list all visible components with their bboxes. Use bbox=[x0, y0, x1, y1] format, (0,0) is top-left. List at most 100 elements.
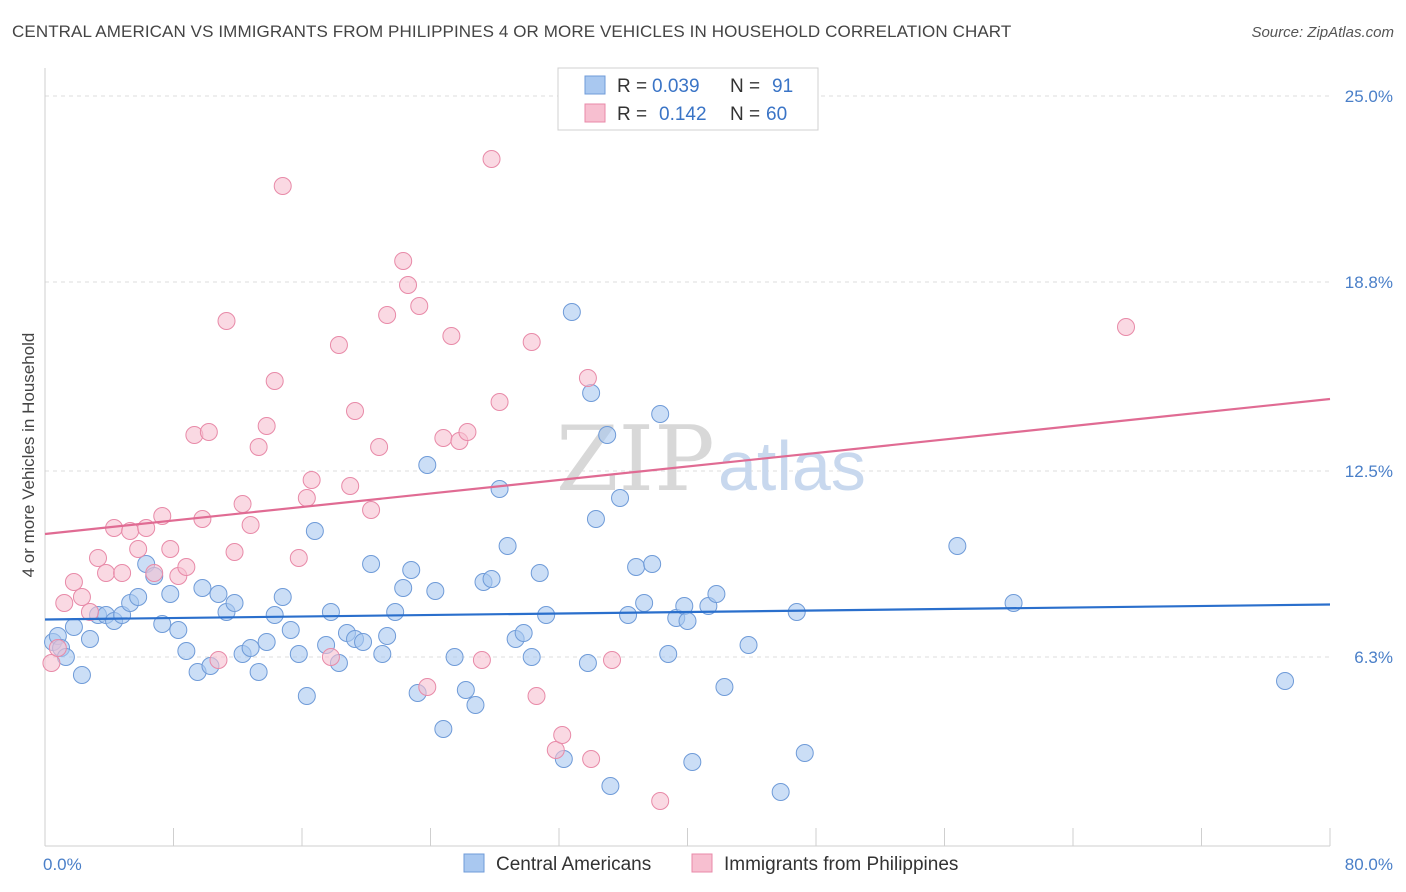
point-central-americans bbox=[386, 603, 405, 621]
point-central-americans bbox=[678, 612, 697, 630]
point-central-americans bbox=[257, 633, 276, 651]
y-axis-label: 4 or more Vehicles in Household bbox=[19, 333, 38, 578]
point-central-americans bbox=[209, 585, 228, 603]
bottom-legend-swatch-central-americans bbox=[463, 853, 485, 873]
point-immigrants-philippines bbox=[89, 549, 108, 567]
point-immigrants-philippines bbox=[482, 150, 501, 168]
point-central-americans bbox=[795, 744, 814, 762]
point-central-americans bbox=[129, 588, 148, 606]
point-immigrants-philippines bbox=[603, 651, 622, 669]
point-central-americans bbox=[177, 642, 196, 660]
watermark-atlas: atlas bbox=[718, 427, 866, 505]
point-immigrants-philippines bbox=[233, 495, 252, 513]
point-immigrants-philippines bbox=[522, 333, 541, 351]
legend-n-label: N = bbox=[730, 76, 760, 97]
point-central-americans bbox=[249, 663, 268, 681]
legend-swatch-immigrants-philippines bbox=[584, 103, 606, 123]
point-central-americans bbox=[354, 633, 373, 651]
point-central-americans bbox=[289, 645, 308, 663]
point-immigrants-philippines bbox=[341, 477, 360, 495]
point-immigrants-philippines bbox=[378, 306, 397, 324]
bottom-legend: Central Americans Immigrants from Philip… bbox=[463, 853, 958, 875]
point-immigrants-philippines bbox=[297, 489, 316, 507]
point-immigrants-philippines bbox=[289, 549, 308, 567]
legend: R = 0.039 N = 91 R = 0.142 N = 60 bbox=[557, 67, 819, 131]
point-immigrants-philippines bbox=[582, 750, 601, 768]
point-central-americans bbox=[426, 582, 445, 600]
legend-r-value: 0.039 bbox=[652, 76, 700, 97]
point-central-americans bbox=[321, 603, 340, 621]
legend-r-value: 0.142 bbox=[659, 104, 707, 125]
point-central-americans bbox=[418, 456, 437, 474]
point-central-americans bbox=[297, 687, 316, 705]
point-central-americans bbox=[482, 570, 501, 588]
point-central-americans bbox=[498, 537, 517, 555]
point-immigrants-philippines bbox=[199, 423, 218, 441]
point-central-americans bbox=[445, 648, 464, 666]
point-central-americans bbox=[72, 666, 91, 684]
point-immigrants-philippines bbox=[42, 654, 61, 672]
point-immigrants-philippines bbox=[249, 438, 268, 456]
point-central-americans bbox=[522, 648, 541, 666]
point-central-americans bbox=[153, 615, 172, 633]
point-central-americans bbox=[193, 579, 212, 597]
point-immigrants-philippines bbox=[410, 297, 429, 315]
bottom-legend-swatch-immigrants-philippines bbox=[691, 853, 713, 873]
point-immigrants-philippines bbox=[578, 369, 597, 387]
point-central-americans bbox=[466, 696, 485, 714]
point-immigrants-philippines bbox=[209, 651, 228, 669]
point-central-americans bbox=[530, 564, 549, 582]
point-immigrants-philippines bbox=[321, 648, 340, 666]
point-central-americans bbox=[434, 720, 453, 738]
point-immigrants-philippines bbox=[370, 438, 389, 456]
point-immigrants-philippines bbox=[48, 639, 67, 657]
point-central-americans bbox=[578, 654, 597, 672]
point-central-americans bbox=[635, 594, 654, 612]
point-central-americans bbox=[402, 561, 421, 579]
point-central-americans bbox=[394, 579, 413, 597]
trend-line-central-americans bbox=[44, 603, 1331, 621]
chart-title: CENTRAL AMERICAN VS IMMIGRANTS FROM PHIL… bbox=[12, 22, 1012, 41]
point-central-americans bbox=[611, 489, 630, 507]
axes bbox=[44, 68, 1331, 847]
y-tick-label: 25.0% bbox=[1345, 87, 1393, 106]
point-central-americans bbox=[601, 777, 620, 795]
point-immigrants-philippines bbox=[399, 276, 418, 294]
y-tick-label: 12.5% bbox=[1345, 462, 1393, 481]
point-central-americans bbox=[948, 537, 967, 555]
point-central-americans bbox=[659, 645, 678, 663]
bottom-legend-label: Central Americans bbox=[496, 854, 651, 875]
point-immigrants-philippines bbox=[273, 177, 292, 195]
point-immigrants-philippines bbox=[442, 327, 461, 345]
point-central-americans bbox=[64, 618, 83, 636]
point-central-americans bbox=[715, 678, 734, 696]
source-label: Source: ZipAtlas.com bbox=[1251, 24, 1394, 41]
point-immigrants-philippines bbox=[64, 573, 83, 591]
point-central-americans bbox=[787, 603, 806, 621]
point-immigrants-philippines bbox=[217, 312, 236, 330]
point-immigrants-philippines bbox=[177, 558, 196, 576]
grid-lines bbox=[45, 95, 1330, 658]
point-immigrants-philippines bbox=[394, 252, 413, 270]
point-immigrants-philippines bbox=[553, 726, 572, 744]
point-immigrants-philippines bbox=[55, 594, 74, 612]
point-central-americans bbox=[161, 585, 180, 603]
legend-r-label: R = bbox=[617, 76, 647, 97]
point-immigrants-philippines bbox=[458, 423, 477, 441]
tick-labels: 6.3% 12.5% 18.8% 25.0% 0.0% 80.0% bbox=[43, 87, 1393, 874]
point-central-americans bbox=[651, 405, 670, 423]
point-immigrants-philippines bbox=[161, 540, 180, 558]
point-immigrants-philippines bbox=[80, 603, 99, 621]
point-central-americans bbox=[562, 303, 581, 321]
point-central-americans bbox=[598, 426, 617, 444]
point-central-americans bbox=[373, 645, 392, 663]
legend-swatch-central-americans bbox=[584, 75, 606, 95]
point-central-americans bbox=[707, 585, 726, 603]
legend-n-label: N = bbox=[730, 104, 760, 125]
point-central-americans bbox=[643, 555, 662, 573]
point-immigrants-philippines bbox=[362, 501, 381, 519]
point-central-americans bbox=[619, 606, 638, 624]
data-points bbox=[42, 150, 1295, 810]
x-tick-label: 80.0% bbox=[1345, 855, 1393, 874]
